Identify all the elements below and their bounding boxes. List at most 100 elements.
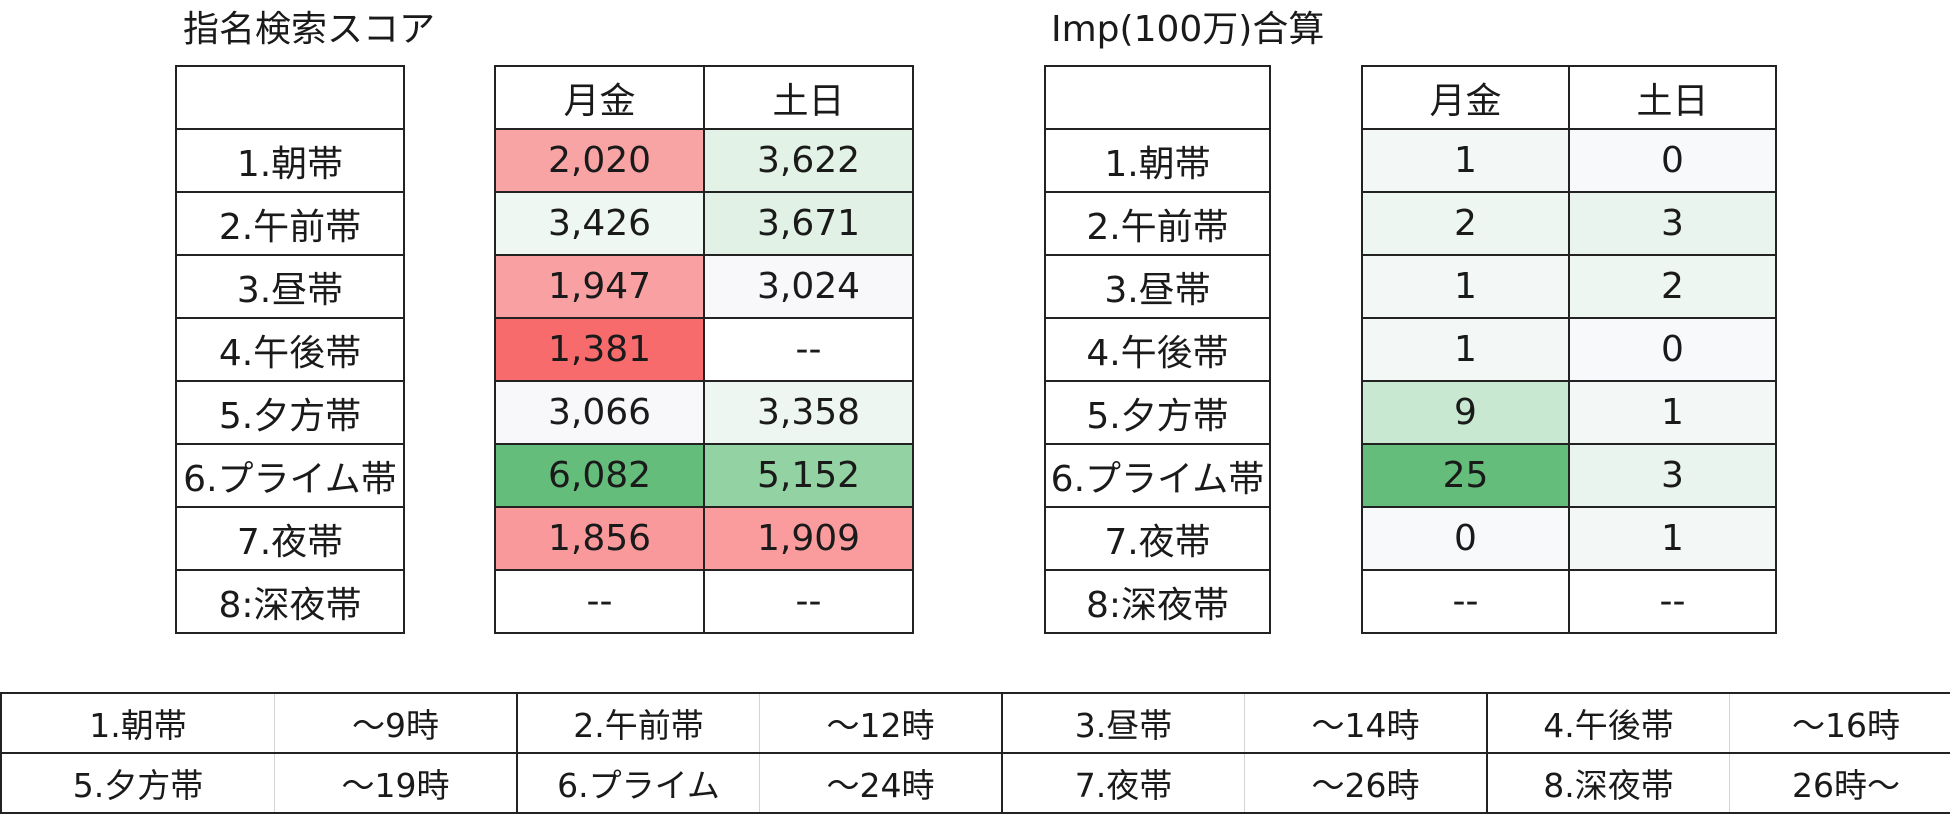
table-row: 1,381 -- bbox=[494, 317, 914, 382]
table-row: 2,020 3,622 bbox=[494, 128, 914, 193]
time-band-label: 2.午前帯 bbox=[1044, 191, 1271, 256]
legend-band-time: ～26時 bbox=[1244, 752, 1488, 814]
table-row: 3.昼帯 bbox=[175, 254, 405, 319]
legend-band-time: 26時～ bbox=[1729, 752, 1950, 814]
time-band-label: 4.午後帯 bbox=[175, 317, 405, 382]
table-row: 5.夕方帯 bbox=[175, 380, 405, 445]
sat-sun-value: 0 bbox=[1568, 128, 1777, 193]
table-row: 8:深夜帯 bbox=[175, 569, 405, 634]
sat-sun-value: 1 bbox=[1568, 380, 1777, 445]
table-row: 6.プライム帯 bbox=[175, 443, 405, 508]
sat-sun-value: 5,152 bbox=[703, 443, 914, 508]
header-row: 月金 土日 bbox=[1361, 65, 1777, 130]
time-band-label: 2.午前帯 bbox=[175, 191, 405, 256]
time-band-label: 3.昼帯 bbox=[1044, 254, 1271, 319]
legend-band-name: 2.午前帯 bbox=[516, 692, 760, 754]
time-band-label: 1.朝帯 bbox=[1044, 128, 1271, 193]
sat-sun-value: -- bbox=[703, 317, 914, 382]
table-row: 6,082 5,152 bbox=[494, 443, 914, 508]
header-row bbox=[175, 65, 405, 130]
sat-sun-value: -- bbox=[1568, 569, 1777, 634]
legend-band-name: 1.朝帯 bbox=[0, 692, 275, 754]
table-row: 25 3 bbox=[1361, 443, 1777, 508]
time-band-label: 8:深夜帯 bbox=[1044, 569, 1271, 634]
mon-fri-value: 2 bbox=[1361, 191, 1570, 256]
header-blank-cell bbox=[175, 65, 405, 130]
table-row: 2.午前帯 bbox=[175, 191, 405, 256]
table-row: -- -- bbox=[494, 569, 914, 634]
mon-fri-value: 3,066 bbox=[494, 380, 705, 445]
sat-sun-value: 2 bbox=[1568, 254, 1777, 319]
time-band-label: 5.夕方帯 bbox=[1044, 380, 1271, 445]
table-row: 4.午後帯 bbox=[1044, 317, 1271, 382]
legend-row: 5.夕方帯 ～19時 6.プライム ～24時 7.夜帯 ～26時 8.深夜帯 26時～ bbox=[0, 752, 1950, 814]
header-row: 月金 土日 bbox=[494, 65, 914, 130]
legend-band-time: ～14時 bbox=[1244, 692, 1488, 754]
mon-fri-value: -- bbox=[494, 569, 705, 634]
mon-fri-value: 3,426 bbox=[494, 191, 705, 256]
table-row: 1.朝帯 bbox=[175, 128, 405, 193]
mon-fri-value: 9 bbox=[1361, 380, 1570, 445]
search-score-label-table: 1.朝帯 2.午前帯 3.昼帯 4.午後帯 5.夕方帯 6.プライム帯 7.夜帯 8:深夜帯 bbox=[175, 65, 405, 634]
mon-fri-value: 1,856 bbox=[494, 506, 705, 571]
mon-fri-value: 1 bbox=[1361, 254, 1570, 319]
table-row: 2.午前帯 bbox=[1044, 191, 1271, 256]
table-row: 6.プライム帯 bbox=[1044, 443, 1271, 508]
sat-sun-value: 1,909 bbox=[703, 506, 914, 571]
mon-fri-value: 1,381 bbox=[494, 317, 705, 382]
mon-fri-value: 6,082 bbox=[494, 443, 705, 508]
table-row: 3,066 3,358 bbox=[494, 380, 914, 445]
imp-total-title: Imp(100万)合算 bbox=[1051, 9, 1325, 50]
imp-total-label-table: 1.朝帯 2.午前帯 3.昼帯 4.午後帯 5.夕方帯 6.プライム帯 7.夜帯 8:深夜帯 bbox=[1044, 65, 1271, 634]
mon-fri-value: 1 bbox=[1361, 128, 1570, 193]
mon-fri-value: 0 bbox=[1361, 506, 1570, 571]
imp-total-value-table: 月金 土日 1 0 2 3 1 2 1 0 9 1 25 3 0 1 -- -- bbox=[1361, 65, 1777, 634]
time-band-label: 3.昼帯 bbox=[175, 254, 405, 319]
time-band-label: 7.夜帯 bbox=[175, 506, 405, 571]
mon-fri-value: 1,947 bbox=[494, 254, 705, 319]
sat-sun-value: 0 bbox=[1568, 317, 1777, 382]
header-mon-fri: 月金 bbox=[494, 65, 705, 130]
mon-fri-value: 25 bbox=[1361, 443, 1570, 508]
legend-row: 1.朝帯 ～9時 2.午前帯 ～12時 3.昼帯 ～14時 4.午後帯 ～16時 bbox=[0, 692, 1950, 754]
time-band-legend: 1.朝帯 ～9時 2.午前帯 ～12時 3.昼帯 ～14時 4.午後帯 ～16時 5.夕方帯 ～1… bbox=[0, 692, 1950, 814]
table-row: 3,426 3,671 bbox=[494, 191, 914, 256]
legend-band-time: ～24時 bbox=[759, 752, 1003, 814]
legend-band-time: ～9時 bbox=[274, 692, 518, 754]
table-row: 5.夕方帯 bbox=[1044, 380, 1271, 445]
header-sat-sun: 土日 bbox=[1568, 65, 1777, 130]
sat-sun-value: 3,024 bbox=[703, 254, 914, 319]
legend-band-name: 5.夕方帯 bbox=[0, 752, 275, 814]
search-score-title: 指名検索スコア bbox=[183, 9, 436, 50]
legend-band-time: ～12時 bbox=[759, 692, 1003, 754]
table-row: -- -- bbox=[1361, 569, 1777, 634]
header-row bbox=[1044, 65, 1271, 130]
time-band-label: 6.プライム帯 bbox=[175, 443, 405, 508]
table-row: 8:深夜帯 bbox=[1044, 569, 1271, 634]
sat-sun-value: 3,358 bbox=[703, 380, 914, 445]
table-row: 1.朝帯 bbox=[1044, 128, 1271, 193]
table-row: 7.夜帯 bbox=[175, 506, 405, 571]
sat-sun-value: -- bbox=[703, 569, 914, 634]
table-row: 1,947 3,024 bbox=[494, 254, 914, 319]
time-band-label: 7.夜帯 bbox=[1044, 506, 1271, 571]
time-band-label: 8:深夜帯 bbox=[175, 569, 405, 634]
table-row: 1,856 1,909 bbox=[494, 506, 914, 571]
table-row: 3.昼帯 bbox=[1044, 254, 1271, 319]
time-band-label: 4.午後帯 bbox=[1044, 317, 1271, 382]
mon-fri-value: 2,020 bbox=[494, 128, 705, 193]
sat-sun-value: 3,671 bbox=[703, 191, 914, 256]
header-blank-cell bbox=[1044, 65, 1271, 130]
legend-band-name: 6.プライム bbox=[516, 752, 760, 814]
legend-band-name: 7.夜帯 bbox=[1001, 752, 1245, 814]
sat-sun-value: 3,622 bbox=[703, 128, 914, 193]
legend-band-name: 3.昼帯 bbox=[1001, 692, 1245, 754]
header-mon-fri: 月金 bbox=[1361, 65, 1570, 130]
mon-fri-value: -- bbox=[1361, 569, 1570, 634]
